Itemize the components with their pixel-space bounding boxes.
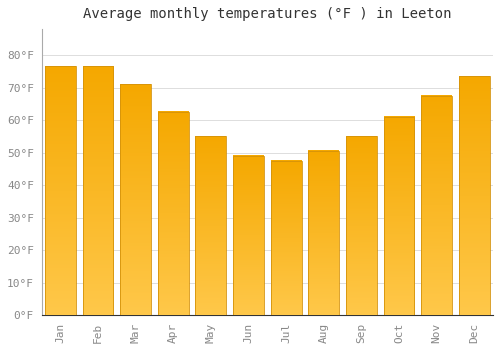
Bar [308, 151, 339, 315]
Bar [346, 136, 377, 315]
Bar [82, 66, 114, 315]
Bar [384, 117, 414, 315]
Bar [120, 84, 151, 315]
Bar [233, 156, 264, 315]
Bar [270, 161, 302, 315]
Bar [45, 66, 76, 315]
Bar [459, 76, 490, 315]
Title: Average monthly temperatures (°F ) in Leeton: Average monthly temperatures (°F ) in Le… [83, 7, 452, 21]
Bar [158, 112, 188, 315]
Bar [196, 136, 226, 315]
Bar [421, 96, 452, 315]
